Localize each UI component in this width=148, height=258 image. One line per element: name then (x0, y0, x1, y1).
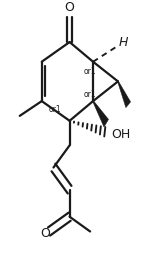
Polygon shape (93, 101, 108, 127)
Polygon shape (118, 81, 131, 108)
Text: or1: or1 (83, 91, 96, 99)
Text: O: O (65, 1, 75, 14)
Text: O: O (40, 228, 50, 240)
Text: OH: OH (111, 128, 131, 141)
Text: or1: or1 (83, 67, 96, 76)
Text: H: H (119, 36, 128, 49)
Text: or1: or1 (49, 105, 62, 114)
